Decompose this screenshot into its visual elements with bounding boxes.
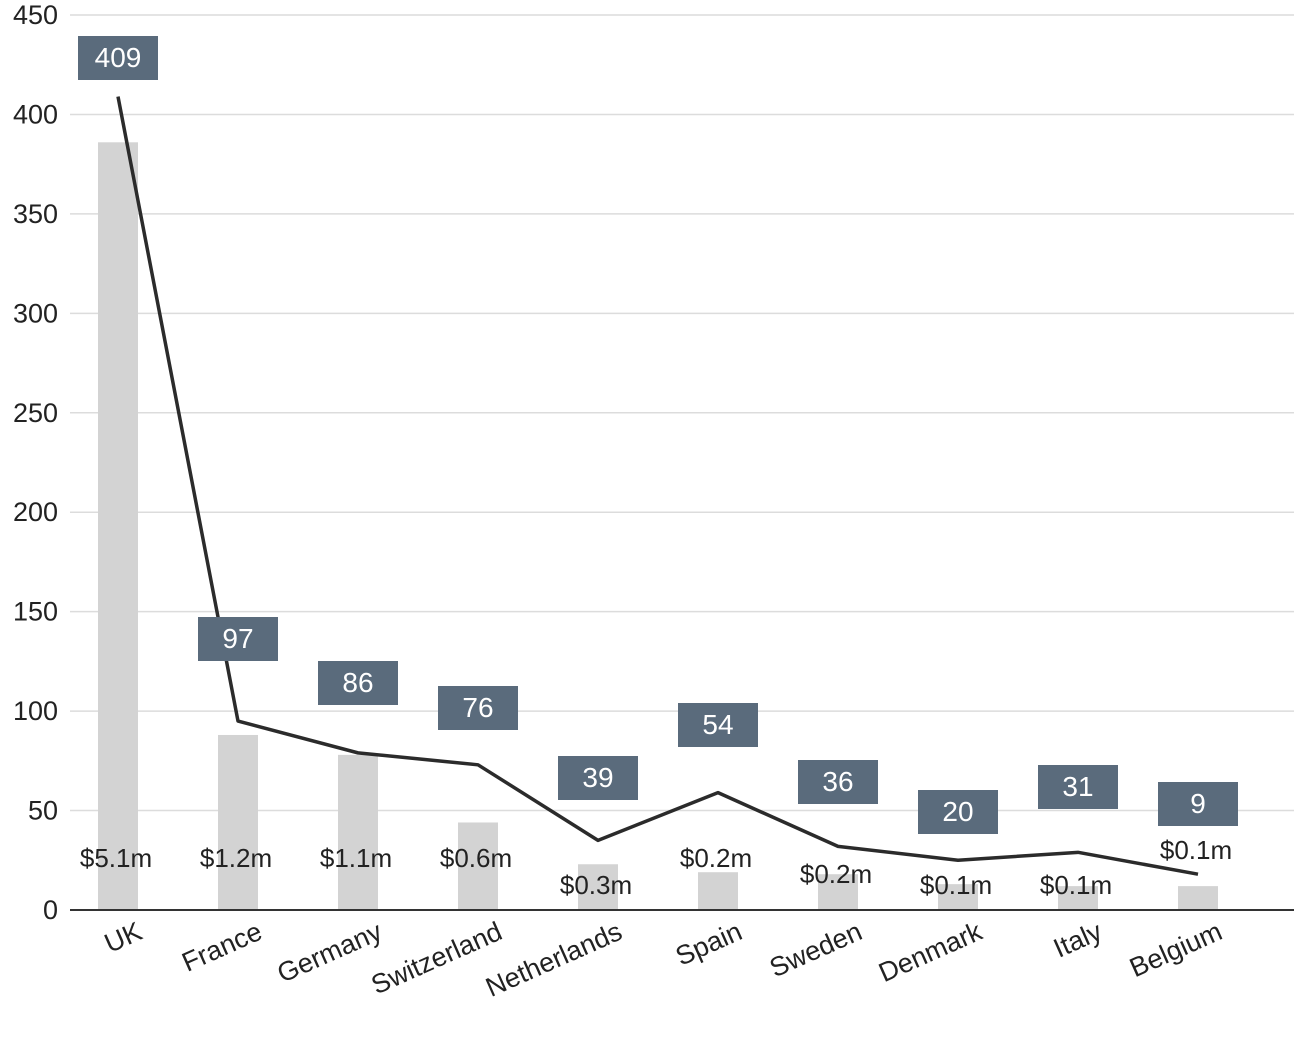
y-tick-label: 100 (13, 696, 58, 726)
x-tick-label-uk: UK (100, 916, 146, 959)
bar-label-sweden: $0.2m (800, 859, 872, 889)
bar-label-italy: $0.1m (1040, 870, 1112, 900)
grid-lines (70, 14, 1294, 812)
bars (98, 142, 1218, 911)
value-badge-box (918, 790, 998, 834)
x-tick-label-belgium: Belgium (1125, 916, 1226, 983)
line-series-path (116, 96, 1199, 876)
x-tick-label-netherlands: Netherlands (481, 916, 626, 1003)
y-tick-label: 0 (43, 895, 58, 925)
value-badge-label: 76 (462, 692, 493, 723)
y-tick-label: 400 (13, 99, 58, 129)
value-badge-denmark: 20 (918, 790, 998, 834)
value-badge-box (198, 617, 278, 661)
line-series (116, 96, 1199, 876)
value-badge-box (1038, 765, 1118, 809)
value-badge-germany: 86 (318, 661, 398, 705)
value-badge-label: 54 (702, 709, 733, 740)
bar-denmark (938, 884, 978, 910)
value-badge-switzerland: 76 (438, 686, 518, 730)
bar-uk (98, 142, 138, 911)
y-tick-label: 350 (13, 199, 58, 229)
x-tick-label-sweden: Sweden (765, 916, 866, 983)
bar-label-germany: $1.1m (320, 843, 392, 873)
value-badge-netherlands: 39 (558, 756, 638, 800)
value-badge-uk: 409 (78, 36, 158, 80)
value-badge-box (438, 686, 518, 730)
y-tick-label: 250 (13, 398, 58, 428)
bar-germany (338, 754, 378, 910)
value-badge-box (78, 36, 158, 80)
value-badge-belgium: 9 (1158, 782, 1238, 826)
x-tick-label-italy: Italy (1049, 916, 1107, 964)
bar-spain (698, 872, 738, 910)
bar-label-belgium: $0.1m (1160, 835, 1232, 865)
bar-labels: $5.1m $1.2m $1.1m $0.6m $0.3m $0.2m $0.2m $0.1m… (80, 835, 1232, 900)
value-badge-label: 86 (342, 667, 373, 698)
value-badge-label: 31 (1062, 771, 1093, 802)
value-badge-label: 20 (942, 796, 973, 827)
bar-italy (1058, 886, 1098, 910)
bar-netherlands (578, 864, 618, 910)
x-tick-label-switzerland: Switzerland (367, 916, 507, 1000)
value-badge-label: 9 (1190, 788, 1206, 819)
bar-label-denmark: $0.1m (920, 870, 992, 900)
bar-label-uk: $5.1m (80, 843, 152, 873)
bar-label-switzerland: $0.6m (440, 843, 512, 873)
value-badge-label: 97 (222, 623, 253, 654)
value-badge-box (798, 760, 878, 804)
bar-switzerland (458, 822, 498, 910)
bar-label-france: $1.2m (200, 843, 272, 873)
value-badge-box (558, 756, 638, 800)
x-tick-label-spain: Spain (671, 916, 746, 971)
bar-france (218, 734, 258, 910)
bar-label-spain: $0.2m (680, 843, 752, 873)
y-axis: 0 50 100 150 200 250 300 350 400 450 (13, 0, 58, 925)
y-tick-label: 200 (13, 497, 58, 527)
y-tick-label: 150 (13, 597, 58, 627)
value-badge-label: 36 (822, 766, 853, 797)
value-badge-box (318, 661, 398, 705)
value-badge-box (678, 703, 758, 747)
bar-belgium (1178, 886, 1218, 910)
y-tick-label: 300 (13, 298, 58, 328)
value-badge-box (1158, 782, 1238, 826)
value-badge-label: 39 (582, 762, 613, 793)
x-tick-label-denmark: Denmark (874, 916, 987, 988)
y-tick-label: 50 (28, 796, 58, 826)
y-tick-label: 450 (13, 0, 58, 30)
value-badges: 409 97 86 76 39 54 36 20 31 9 (78, 36, 1238, 834)
value-badge-france: 97 (198, 617, 278, 661)
x-tick-label-france: France (177, 916, 266, 978)
value-badge-sweden: 36 (798, 760, 878, 804)
bar-label-netherlands: $0.3m (560, 870, 632, 900)
value-badge-italy: 31 (1038, 765, 1118, 809)
value-badge-label: 409 (95, 42, 142, 73)
value-badge-spain: 54 (678, 703, 758, 747)
bar-sweden (818, 874, 858, 910)
